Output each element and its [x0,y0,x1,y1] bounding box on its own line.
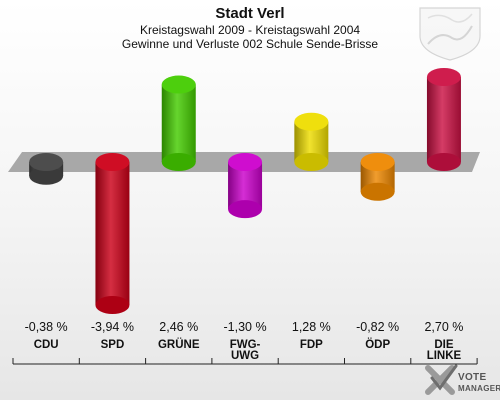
bar-7 [426,68,461,171]
bar-2 [95,153,130,314]
bar-top-cap-6 [360,153,395,171]
bar-body-3 [161,84,196,162]
bar-bottom-cap-6 [360,182,395,201]
bar-top-cap-3 [161,75,196,94]
bar-6 [360,153,395,201]
bar-top-cap-4 [228,153,263,171]
bar-body-2 [95,162,130,305]
category-label-1: CDU [34,339,59,351]
value-label-6: -0,82 % [356,320,399,334]
vote-manager-logo: VOTE MANAGER [425,364,500,395]
value-label-7: 2,70 % [424,320,463,334]
value-label-2: -3,94 % [91,320,134,334]
logo-text-vote: VOTE [458,372,486,383]
value-label-3: 2,46 % [159,320,198,334]
bar-top-cap-5 [294,112,329,131]
bar-top-cap-7 [426,68,461,86]
bar-bottom-cap-2 [95,296,130,314]
chart-subtitle-line-2: Gewinne und Verluste 002 Schule Sende-Br… [122,37,378,51]
value-label-4: -1,30 % [224,320,267,334]
category-label-5: FDP [300,339,323,351]
vote-manager-x-icon [425,364,458,395]
bar-bottom-cap-5 [294,153,329,171]
category-label-3: GRÜNE [158,338,200,351]
bar-top-cap-1 [29,153,64,171]
bar-3 [161,75,196,171]
bar-bottom-cap-1 [29,166,64,185]
bar-top-cap-2 [95,153,130,171]
category-label-7-line-1: DIE [434,339,454,351]
bar-bottom-cap-7 [426,153,461,171]
bar-5 [294,112,329,171]
chart-subtitle-line-1: Kreistagswahl 2009 - Kreistagswahl 2004 [140,23,360,37]
bar-bottom-cap-3 [161,153,196,171]
category-label-4-line-1: FWG- [230,339,261,351]
category-label-6: ÖDP [365,338,390,351]
category-label-4-line-2: UWG [231,350,259,362]
logo-text-manager: MANAGER [458,384,500,393]
bar-4 [228,153,263,219]
bar-body-7 [426,77,461,162]
chart-title: Stadt Verl [215,5,284,22]
bar-bottom-cap-4 [228,200,263,219]
value-label-5: 1,28 % [292,320,331,334]
value-label-1: -0,38 % [25,320,68,334]
category-label-7-line-2: LINKE [427,350,462,362]
category-label-2: SPD [101,339,125,351]
bar-1 [29,153,64,185]
coat-of-arms-icon [419,7,481,61]
